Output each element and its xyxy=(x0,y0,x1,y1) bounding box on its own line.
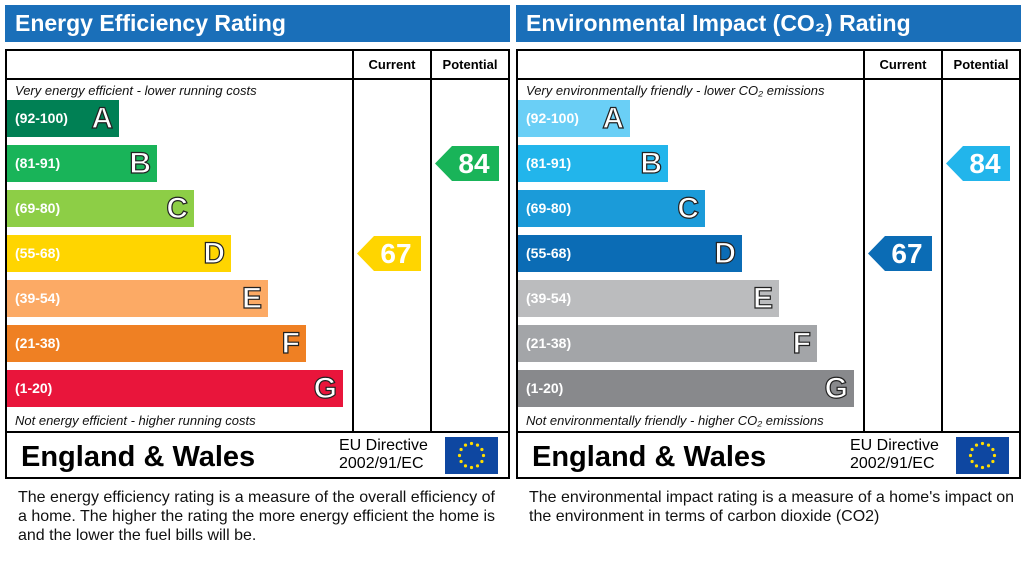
rating-table: Current Potential Very energy efficient … xyxy=(5,49,510,479)
directive-number: 2002/91/EC xyxy=(850,455,935,472)
top-note: Very energy efficient - lower running co… xyxy=(15,83,257,98)
divider xyxy=(430,51,432,432)
band-bar-b: (81-91) B xyxy=(7,145,157,182)
current-rating-arrow: 67 xyxy=(357,236,421,271)
eu-flag-icon xyxy=(956,437,1009,474)
band-range: (39-54) xyxy=(15,290,61,306)
band-letter: C xyxy=(677,191,700,225)
band-letter: D xyxy=(203,236,226,270)
current-rating-value: 67 xyxy=(380,238,412,269)
band-bar-d: (55-68) D xyxy=(518,235,742,272)
band-range: (39-54) xyxy=(526,290,572,306)
band-range: (55-68) xyxy=(526,245,572,261)
band-letter: G xyxy=(313,371,338,405)
directive-line: EU Directive xyxy=(850,437,939,454)
potential-header: Potential xyxy=(442,57,498,72)
band-range: (1-20) xyxy=(15,380,53,396)
band-range: (69-80) xyxy=(526,200,572,216)
band-range: (81-91) xyxy=(526,155,572,171)
panel-title: Environmental Impact (CO₂) Rating xyxy=(516,5,1021,42)
potential-rating-value: 84 xyxy=(458,148,490,179)
description: The environmental impact rating is a mea… xyxy=(529,489,1015,525)
divider xyxy=(7,78,508,80)
band-range: (92-100) xyxy=(526,110,579,126)
potential-rating-arrow: 84 xyxy=(435,146,499,181)
band-letter: B xyxy=(129,146,152,180)
top-note: Very environmentally friendly - lower CO… xyxy=(526,83,825,98)
region-label: England & Wales xyxy=(21,441,256,473)
directive-line: EU Directive xyxy=(339,437,428,454)
arrow-shape xyxy=(868,236,932,271)
band-bar-f: (21-38) F xyxy=(7,325,306,362)
divider xyxy=(352,51,354,432)
band-bar-e: (39-54) E xyxy=(7,280,268,317)
band-bar-e: (39-54) E xyxy=(518,280,779,317)
divider xyxy=(941,51,943,432)
divider xyxy=(863,51,865,432)
divider xyxy=(518,78,1019,80)
band-range: (21-38) xyxy=(526,335,572,351)
potential-rating-arrow: 84 xyxy=(946,146,1010,181)
region-label: England & Wales xyxy=(532,441,767,473)
band-letter: G xyxy=(824,371,849,405)
band-bar-g: (1-20) G xyxy=(7,370,343,407)
band-bar-d: (55-68) D xyxy=(7,235,231,272)
band-bar-c: (69-80) C xyxy=(7,190,194,227)
arrow-shape xyxy=(357,236,421,271)
band-letter: F xyxy=(281,326,301,360)
arrow-shape xyxy=(435,146,499,181)
band-range: (81-91) xyxy=(15,155,61,171)
band-letter: F xyxy=(792,326,812,360)
band-range: (21-38) xyxy=(15,335,61,351)
band-letter: D xyxy=(714,236,737,270)
band-range: (1-20) xyxy=(526,380,564,396)
band-bar-a: (92-100) A xyxy=(7,100,119,137)
current-header: Current xyxy=(879,57,927,72)
band-bar-a: (92-100) A xyxy=(518,100,630,137)
bottom-note: Not energy efficient - higher running co… xyxy=(15,413,256,428)
current-header: Current xyxy=(368,57,416,72)
band-letter: E xyxy=(241,281,262,315)
eu-directive: EU Directive 2002/91/EC xyxy=(339,437,428,473)
eu-flag-icon xyxy=(445,437,498,474)
band-bar-c: (69-80) C xyxy=(518,190,705,227)
band-letter: A xyxy=(602,101,625,135)
band-letter: A xyxy=(91,101,114,135)
rating-table: Current Potential Very environmentally f… xyxy=(516,49,1021,479)
band-range: (69-80) xyxy=(15,200,61,216)
potential-header: Potential xyxy=(953,57,1009,72)
eu-directive: EU Directive 2002/91/EC xyxy=(850,437,939,473)
current-rating-arrow: 67 xyxy=(868,236,932,271)
band-letter: B xyxy=(640,146,663,180)
potential-rating-value: 84 xyxy=(969,148,1001,179)
bottom-note: Not environmentally friendly - higher CO… xyxy=(526,413,824,428)
energy-rating-panel: Energy Efficiency Rating Current Potenti… xyxy=(5,0,510,572)
band-letter: E xyxy=(752,281,773,315)
panel-title: Energy Efficiency Rating xyxy=(5,5,510,42)
band-bar-f: (21-38) F xyxy=(518,325,817,362)
description: The energy efficiency rating is a measur… xyxy=(18,489,496,544)
band-range: (55-68) xyxy=(15,245,61,261)
band-letter: C xyxy=(166,191,189,225)
band-bar-g: (1-20) G xyxy=(518,370,854,407)
divider xyxy=(7,431,508,433)
divider xyxy=(518,431,1019,433)
directive-number: 2002/91/EC xyxy=(339,455,424,472)
band-bar-b: (81-91) B xyxy=(518,145,668,182)
current-rating-value: 67 xyxy=(891,238,923,269)
arrow-shape xyxy=(946,146,1010,181)
band-range: (92-100) xyxy=(15,110,68,126)
co2-rating-panel: Environmental Impact (CO₂) Rating Curren… xyxy=(516,0,1021,572)
